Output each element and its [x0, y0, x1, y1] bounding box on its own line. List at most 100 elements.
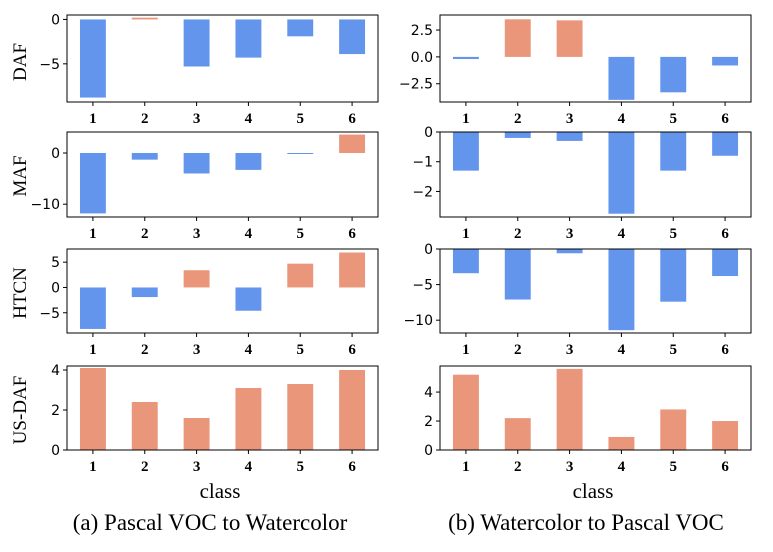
- ylabel-daf: DAF: [10, 43, 31, 81]
- bar-class-3: [556, 249, 583, 254]
- bar-class-1: [452, 56, 479, 60]
- panel-7: 1 2 3 4 5 6 4 2 0: [51, 363, 379, 475]
- bar-class-1: [79, 287, 106, 329]
- axes-frame: [66, 248, 379, 334]
- ylabel-htcn: HTCN: [10, 267, 31, 319]
- y-tick-label: −5: [412, 278, 433, 294]
- x-tick-label: 2: [514, 111, 522, 127]
- y-tick-label: 0: [424, 242, 433, 258]
- bar-class-6: [339, 134, 366, 153]
- x-tick-label: 3: [193, 226, 201, 242]
- panel-1: 1 2 3 4 5 6 0 −5: [39, 12, 379, 127]
- bar-class-5: [287, 19, 314, 37]
- y-tick-label: 5: [51, 255, 60, 271]
- bar-class-2: [504, 249, 531, 300]
- x-tick-label: 5: [297, 459, 305, 475]
- y-tick-label: 2: [51, 403, 60, 419]
- bar-class-4: [608, 56, 635, 100]
- x-tick-label: 2: [141, 459, 149, 475]
- y-tick-label: 0: [424, 443, 433, 459]
- y-tick-label: 4: [424, 385, 433, 401]
- x-tick-label: 2: [514, 342, 522, 358]
- bar-class-6: [712, 56, 739, 66]
- y-tick-label: 0.0: [411, 50, 433, 66]
- bar-class-3: [556, 368, 583, 450]
- x-tick-label: 2: [141, 111, 149, 127]
- y-tick-label: 2.5: [411, 23, 433, 39]
- axes-frame: [66, 365, 379, 451]
- x-tick-label: 6: [348, 342, 356, 358]
- y-tick-label: −10: [403, 313, 433, 329]
- panels: 1 2 3 4 5 60−51 2 3 4 5 62.50.0−2.51 2 3 4 5 60−101 2 3 4 5…: [30, 12, 752, 475]
- bar-class-4: [608, 249, 635, 331]
- x-tick-label: 2: [514, 226, 522, 242]
- bar-class-3: [183, 19, 210, 67]
- y-tick-label: −5: [39, 57, 60, 73]
- x-tick-label: 2: [141, 226, 149, 242]
- bar-class-6: [712, 249, 739, 277]
- axes-frame: [439, 131, 752, 218]
- x-tick-label: 3: [193, 342, 201, 358]
- x-tick-label: 4: [245, 342, 253, 358]
- panel-4: 1 2 3 4 5 6 0 −1 −2: [412, 125, 752, 242]
- x-tick-label: 4: [245, 111, 253, 127]
- caption-b: (b) Watercolor to Pascal VOC: [448, 510, 724, 535]
- x-tick-label: 4: [618, 342, 626, 358]
- x-tick-label: 5: [297, 342, 305, 358]
- x-tick-label: 1: [89, 111, 97, 127]
- x-tick-label: 1: [89, 342, 97, 358]
- bar-class-1: [452, 249, 479, 274]
- bar-class-2: [504, 19, 531, 57]
- panel-8: 1 2 3 4 5 6 4 2 0: [424, 365, 752, 475]
- caption-a: (a) Pascal VOC to Watercolor: [73, 510, 348, 535]
- xlabel-right: class: [573, 479, 614, 503]
- x-tick-label: 2: [141, 342, 149, 358]
- axes-frame: [439, 248, 752, 334]
- panel-3: 1 2 3 4 5 6 0 −10: [30, 131, 379, 242]
- bar-class-3: [183, 270, 210, 288]
- bar-class-6: [712, 132, 739, 156]
- ylabel-maf: MAF: [10, 155, 31, 196]
- bar-class-1: [452, 132, 479, 171]
- x-tick-label: 1: [89, 459, 97, 475]
- y-tick-label: 2: [424, 414, 433, 430]
- x-tick-label: 5: [297, 111, 305, 127]
- x-tick-label: 6: [721, 111, 729, 127]
- bar-class-5: [287, 384, 314, 450]
- x-tick-label: 5: [670, 226, 678, 242]
- bar-class-2: [131, 402, 158, 450]
- panel-2: 1 2 3 4 5 6 2.5 0.0 −2.5: [399, 14, 752, 127]
- x-tick-label: 3: [193, 111, 201, 127]
- ylabel-us-daf: US-DAF: [10, 376, 31, 445]
- y-tick-label: 0: [51, 146, 60, 162]
- bar-class-1: [79, 152, 106, 214]
- bar-class-2: [504, 132, 531, 138]
- x-tick-label: 6: [348, 111, 356, 127]
- y-tick-label: −1: [412, 155, 433, 171]
- x-tick-label: 4: [245, 459, 253, 475]
- x-tick-label: 5: [297, 226, 305, 242]
- x-tick-label: 1: [462, 342, 470, 358]
- axes-frame: [66, 14, 379, 103]
- y-tick-label: −5: [39, 306, 60, 322]
- y-tick-label: 0: [424, 125, 433, 141]
- bar-class-4: [235, 287, 262, 311]
- axes-frame: [439, 14, 752, 103]
- bar-class-5: [287, 152, 314, 155]
- x-tick-label: 3: [566, 342, 574, 358]
- bar-class-6: [339, 252, 366, 288]
- bar-class-6: [339, 19, 366, 55]
- x-tick-label: 2: [514, 459, 522, 475]
- bar-class-5: [287, 263, 314, 288]
- bar-class-5: [660, 132, 687, 171]
- bar-class-4: [235, 388, 262, 450]
- bar-class-1: [452, 374, 479, 450]
- y-tick-label: −2: [412, 184, 433, 200]
- bar-class-2: [131, 152, 158, 160]
- y-tick-label: 0: [51, 443, 60, 459]
- bar-class-3: [183, 418, 210, 450]
- x-tick-label: 5: [670, 459, 678, 475]
- panel-6: 1 2 3 4 5 6 0 −5 −10: [403, 242, 752, 358]
- bar-class-5: [660, 409, 687, 450]
